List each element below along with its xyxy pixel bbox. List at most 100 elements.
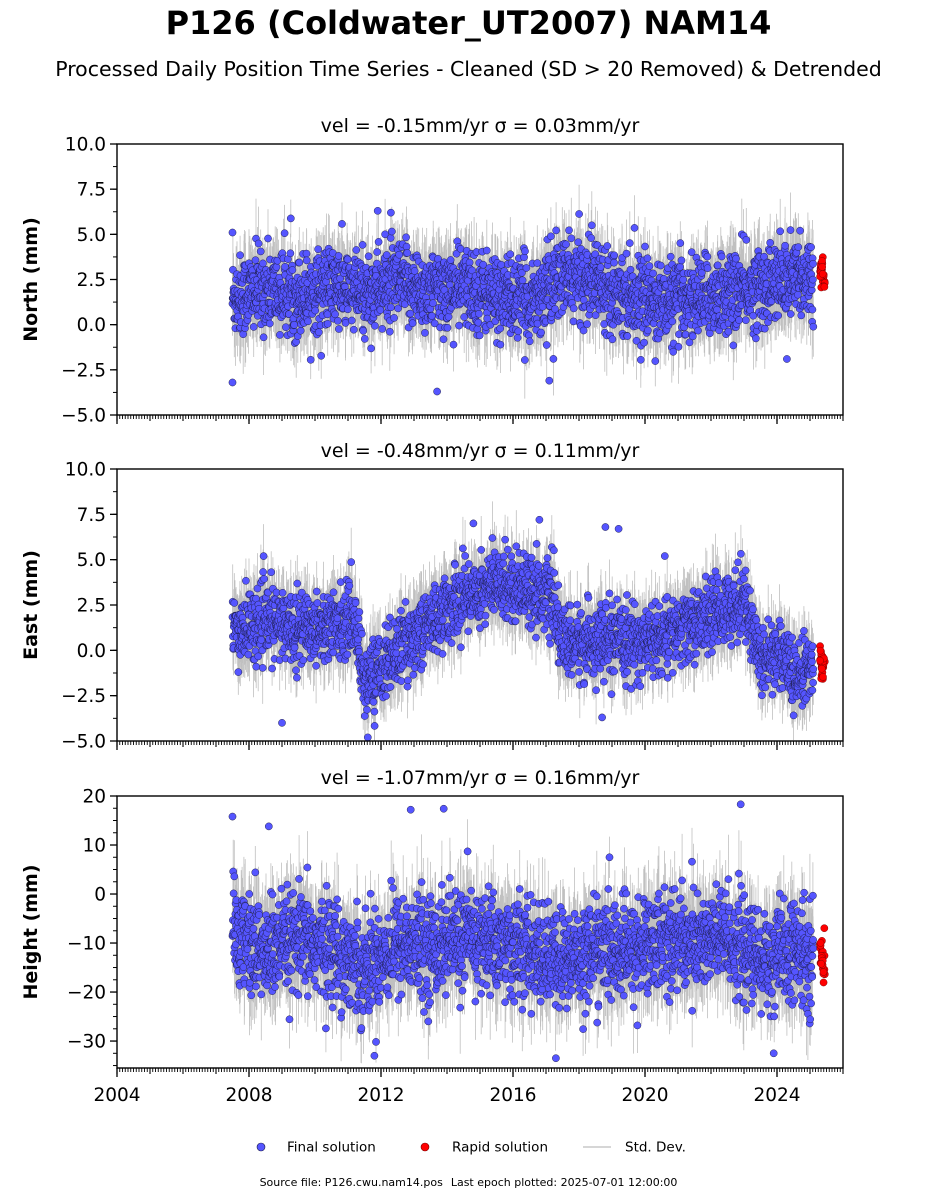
final-point — [374, 238, 383, 246]
final-point — [674, 342, 683, 351]
final-point — [603, 242, 612, 250]
final-point — [527, 553, 536, 562]
final-point — [401, 598, 410, 606]
final-point — [312, 587, 321, 596]
final-point — [440, 574, 449, 583]
final-point — [392, 649, 401, 657]
final-point — [621, 606, 630, 614]
final-point — [395, 250, 404, 259]
final-point — [794, 290, 802, 299]
final-point — [703, 264, 712, 273]
final-point — [457, 643, 465, 652]
final-point — [386, 683, 395, 691]
final-point — [302, 256, 311, 265]
plot-area — [228, 501, 829, 741]
final-point — [533, 259, 542, 267]
final-point — [358, 629, 366, 638]
final-point — [254, 652, 263, 661]
final-point — [796, 226, 804, 235]
final-point — [481, 611, 490, 620]
final-point — [794, 243, 803, 251]
final-point — [676, 239, 685, 247]
y-tick-label: 5.0 — [77, 225, 106, 246]
final-point — [547, 232, 555, 241]
final-point — [786, 226, 795, 234]
final-point — [668, 668, 677, 677]
final-point — [567, 671, 576, 679]
final-point — [591, 250, 600, 259]
final-point — [286, 214, 295, 223]
final-point — [522, 264, 531, 272]
panel-title: vel = -0.48mm/yr σ = 0.11mm/yr — [321, 440, 640, 462]
final-point — [387, 208, 395, 217]
final-point — [677, 256, 686, 265]
final-point — [554, 581, 563, 590]
final-point — [481, 620, 490, 629]
final-point — [623, 591, 631, 599]
final-point — [360, 335, 369, 343]
final-point — [808, 305, 817, 314]
rapid-point — [818, 270, 827, 278]
y-tick-label: −5.0 — [61, 406, 106, 427]
final-point — [334, 252, 343, 260]
final-point — [574, 238, 583, 247]
final-point — [347, 558, 356, 566]
final-point — [656, 261, 665, 270]
final-point — [373, 248, 381, 256]
final-point — [359, 326, 368, 335]
final-point — [410, 267, 419, 275]
final-point — [717, 252, 726, 261]
rapid-solution-points — [816, 253, 829, 292]
y-axis-label: North (mm) — [20, 217, 42, 342]
final-point — [643, 254, 652, 263]
final-point — [583, 320, 591, 328]
final-point — [455, 321, 463, 330]
y-tick-label: 0.0 — [77, 315, 106, 336]
final-point — [323, 319, 332, 328]
final-point — [610, 258, 618, 267]
final-point — [774, 311, 783, 320]
final-point — [742, 236, 751, 244]
figure-subtitle: Processed Daily Position Time Series - C… — [55, 57, 882, 81]
final-point — [312, 661, 320, 670]
final-point — [587, 234, 596, 242]
final-point — [228, 228, 237, 237]
final-point — [636, 682, 645, 691]
final-point — [501, 535, 509, 544]
final-point — [314, 245, 322, 254]
rapid-point — [818, 263, 827, 271]
final-point — [343, 255, 352, 264]
y-tick-label: 2.5 — [77, 270, 106, 291]
final-point — [632, 336, 641, 345]
final-point — [354, 614, 363, 623]
final-point — [729, 341, 738, 350]
final-point — [351, 598, 360, 607]
final-point — [314, 328, 323, 337]
final-point — [293, 673, 301, 682]
final-point — [503, 545, 512, 554]
final-point — [483, 314, 492, 323]
final-point — [468, 266, 476, 275]
final-point — [566, 601, 575, 610]
final-point — [607, 690, 616, 699]
final-point — [259, 259, 267, 268]
final-point — [438, 650, 447, 658]
final-point — [427, 312, 436, 320]
final-point — [276, 331, 284, 339]
final-point — [387, 227, 396, 236]
plot-area — [228, 184, 829, 399]
final-point — [507, 552, 516, 561]
final-point — [282, 323, 290, 332]
final-point — [584, 593, 593, 602]
final-point — [311, 306, 320, 315]
final-point — [514, 327, 523, 336]
final-point — [443, 323, 452, 332]
final-point — [580, 680, 589, 688]
final-point — [641, 242, 649, 251]
final-point — [385, 327, 394, 336]
final-point — [575, 668, 583, 676]
final-point — [288, 266, 297, 274]
final-point — [644, 326, 652, 335]
panel-title: vel = -0.15mm/yr σ = 0.03mm/yr — [321, 115, 640, 137]
